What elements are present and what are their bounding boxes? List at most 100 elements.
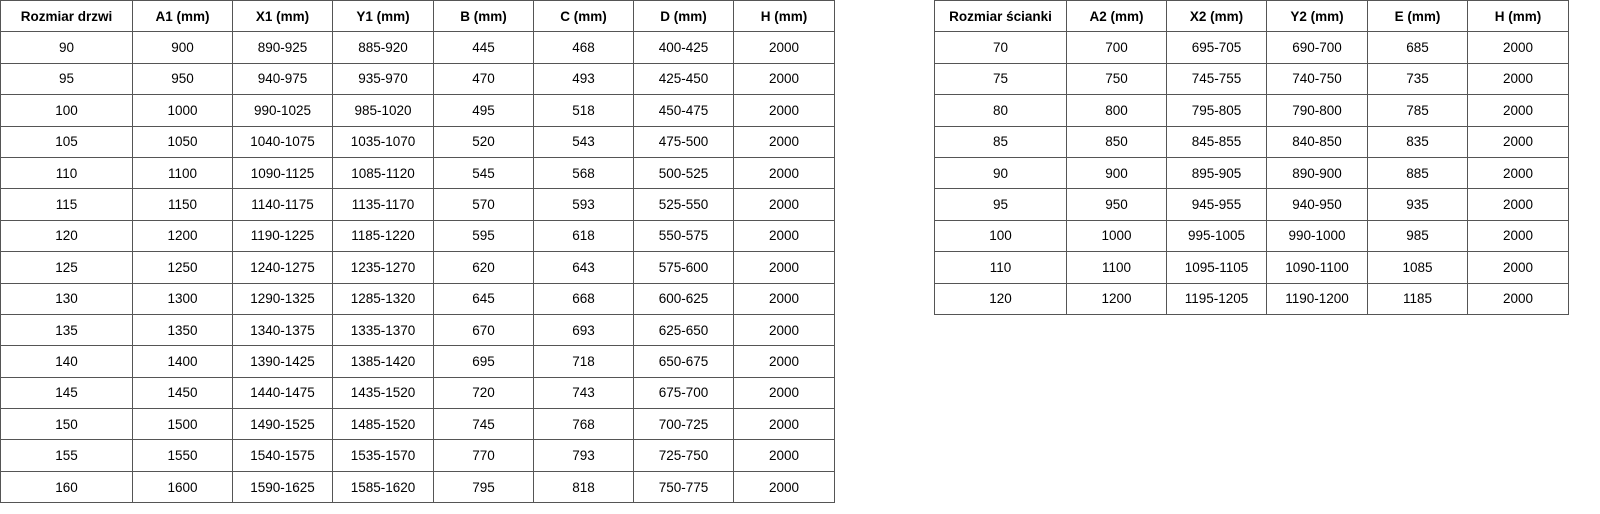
table-cell: 1050 xyxy=(132,125,233,158)
table-cell: 690-700 xyxy=(1266,31,1368,64)
table-cell: 1150 xyxy=(132,188,233,221)
table-row: 80 800 795-805 790-800 785 2000 xyxy=(934,94,1569,127)
table-cell: 750-775 xyxy=(633,470,734,504)
column-header: C (mm) xyxy=(533,0,634,33)
table-cell: 940-950 xyxy=(1266,188,1368,221)
table-cell: 110 xyxy=(934,251,1067,284)
table-cell: 495 xyxy=(433,94,534,127)
table-cell: 900 xyxy=(1066,156,1167,190)
table-cell: 1540-1575 xyxy=(232,439,333,472)
table-cell: 95 xyxy=(0,62,133,96)
table-cell: 645 xyxy=(433,282,534,315)
table-cell: 890-900 xyxy=(1266,156,1368,190)
table-cell: 1040-1075 xyxy=(232,125,333,158)
table-cell: 668 xyxy=(533,282,634,315)
table-cell: 800 xyxy=(1066,94,1167,127)
table-cell: 2000 xyxy=(733,376,835,410)
table-cell: 2000 xyxy=(733,470,835,504)
table-cell: 568 xyxy=(533,156,634,190)
table-cell: 1185 xyxy=(1367,282,1468,315)
table-cell: 90 xyxy=(0,31,133,64)
table-cell: 115 xyxy=(0,188,133,221)
table-cell: 1000 xyxy=(132,94,233,127)
table-row: 75 750 745-755 740-750 735 2000 xyxy=(934,62,1569,96)
table-cell: 840-850 xyxy=(1266,125,1368,158)
table-cell: 743 xyxy=(533,376,634,410)
table-cell: 1250 xyxy=(132,251,233,284)
table-cell: 700-725 xyxy=(633,408,734,441)
table-cell: 785 xyxy=(1367,94,1468,127)
table-cell: 750 xyxy=(1066,62,1167,96)
table-cell: 685 xyxy=(1367,31,1468,64)
table-cell: 1140-1175 xyxy=(232,188,333,221)
table-cell: 2000 xyxy=(1467,62,1569,96)
table-cell: 2000 xyxy=(1467,31,1569,64)
table-cell: 2000 xyxy=(733,125,835,158)
table-cell: 985 xyxy=(1367,219,1468,253)
table-cell: 1285-1320 xyxy=(332,282,434,315)
table-row: 85 850 845-855 840-850 835 2000 xyxy=(934,125,1569,158)
table-cell: 450-475 xyxy=(633,94,734,127)
table-cell: 695 xyxy=(433,345,534,378)
table-cell: 525-550 xyxy=(633,188,734,221)
table-cell: 745 xyxy=(433,408,534,441)
table-cell: 130 xyxy=(0,282,133,315)
table-cell: 593 xyxy=(533,188,634,221)
table-cell: 550-575 xyxy=(633,219,734,253)
table-cell: 2000 xyxy=(733,156,835,190)
table-cell: 1450 xyxy=(132,376,233,410)
table-cell: 1195-1205 xyxy=(1166,282,1267,315)
table-cell: 1100 xyxy=(132,156,233,190)
table-cell: 693 xyxy=(533,313,634,347)
table-cell: 1290-1325 xyxy=(232,282,333,315)
table-cell: 80 xyxy=(934,94,1067,127)
table-cell: 795 xyxy=(433,470,534,504)
table-cell: 1185-1220 xyxy=(332,219,434,253)
table-cell: 718 xyxy=(533,345,634,378)
table-cell: 835 xyxy=(1367,125,1468,158)
table-cell: 140 xyxy=(0,345,133,378)
table-cell: 445 xyxy=(433,31,534,64)
table-cell: 1190-1200 xyxy=(1266,282,1368,315)
table-cell: 1550 xyxy=(132,439,233,472)
table-cell: 1390-1425 xyxy=(232,345,333,378)
table-cell: 2000 xyxy=(733,345,835,378)
table-cell: 725-750 xyxy=(633,439,734,472)
column-header: A2 (mm) xyxy=(1066,0,1167,33)
header-row: Rozmiar ścianki A2 (mm) X2 (mm) Y2 (mm) E (m… xyxy=(934,0,1569,33)
table-cell: 675-700 xyxy=(633,376,734,410)
table-cell: 950 xyxy=(1066,188,1167,221)
table-cell: 935 xyxy=(1367,188,1468,221)
table-cell: 1335-1370 xyxy=(332,313,434,347)
table-cell: 1100 xyxy=(1066,251,1167,284)
table-row: 90 900 890-925 885-920 445 468 400-425 2000 xyxy=(0,31,835,64)
table-row: 110 1100 1090-1125 1085-1120 545 568 500-525 20… xyxy=(0,156,835,190)
table-row: 160 1600 1590-1625 1585-1620 795 818 750-775 20… xyxy=(0,470,835,504)
table-cell: 470 xyxy=(433,62,534,96)
door-size-table: Rozmiar drzwi A1 (mm) X1 (mm) Y1 (mm) B (mm)… xyxy=(0,0,835,504)
table-cell: 100 xyxy=(0,94,133,127)
table-cell: 2000 xyxy=(1467,219,1569,253)
table-cell: 1000 xyxy=(1066,219,1167,253)
table-cell: 120 xyxy=(934,282,1067,315)
table-cell: 105 xyxy=(0,125,133,158)
table-cell: 1340-1375 xyxy=(232,313,333,347)
table-cell: 90 xyxy=(934,156,1067,190)
table-cell: 2000 xyxy=(1467,251,1569,284)
table-cell: 1240-1275 xyxy=(232,251,333,284)
table-cell: 145 xyxy=(0,376,133,410)
table-row: 120 1200 1195-1205 1190-1200 1185 2000 xyxy=(934,282,1569,315)
table-cell: 900 xyxy=(132,31,233,64)
table-cell: 770 xyxy=(433,439,534,472)
table-cell: 595 xyxy=(433,219,534,253)
column-header: Y1 (mm) xyxy=(332,0,434,33)
table-row: 105 1050 1040-1075 1035-1070 520 543 475-500 20… xyxy=(0,125,835,158)
table-cell: 940-975 xyxy=(232,62,333,96)
table-cell: 1085 xyxy=(1367,251,1468,284)
column-header: H (mm) xyxy=(733,0,835,33)
table-cell: 1400 xyxy=(132,345,233,378)
table-cell: 950 xyxy=(132,62,233,96)
table-cell: 75 xyxy=(934,62,1067,96)
column-header: Y2 (mm) xyxy=(1266,0,1368,33)
table-cell: 518 xyxy=(533,94,634,127)
